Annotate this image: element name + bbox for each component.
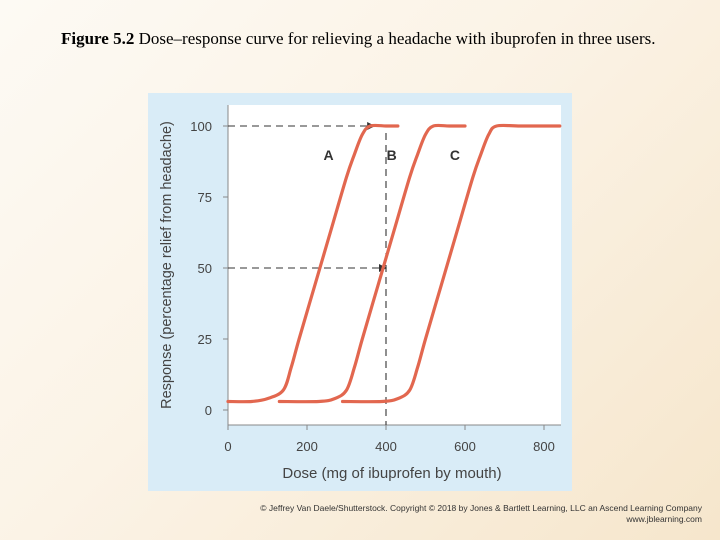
y-tick-label-75: 75: [198, 190, 212, 205]
credit-text: © Jeffrey Van Daele/Shutterstock. Copyri…: [260, 503, 702, 525]
curve-label-A: A: [323, 147, 333, 163]
figure-caption-text: Dose–response curve for relieving a head…: [134, 29, 656, 48]
tick-labels: 0 25 50 75 100 0 200 400 600 800 A B C: [190, 119, 555, 454]
y-tick-label-100: 100: [190, 119, 212, 134]
dose-response-chart: 0 25 50 75 100 0 200 400 600 800 A B C Dose (mg of i…: [159, 105, 562, 482]
curve-C: [340, 123, 562, 404]
curve-label-C: C: [450, 147, 460, 163]
y-tick-label-50: 50: [198, 261, 212, 276]
x-tick-label-800: 800: [533, 439, 555, 454]
website-line: www.jblearning.com: [626, 514, 702, 524]
x-tick-label-400: 400: [375, 439, 397, 454]
curve-label-B: B: [387, 147, 397, 163]
curves: [226, 123, 562, 404]
x-tick-label-0: 0: [224, 439, 231, 454]
guide-lines: [228, 122, 387, 425]
plot-area: [228, 105, 561, 425]
copyright-line: © Jeffrey Van Daele/Shutterstock. Copyri…: [260, 503, 702, 513]
x-tick-label-600: 600: [454, 439, 476, 454]
y-tick-label-0: 0: [205, 403, 212, 418]
curve-A: [226, 123, 400, 404]
curve-B: [277, 123, 467, 404]
y-axis-label: Response (percentage relief from headach…: [159, 121, 175, 409]
figure-label: Figure 5.2: [61, 29, 135, 48]
x-axis-label: Dose (mg of ibuprofen by mouth): [282, 465, 501, 482]
x-tick-label-200: 200: [296, 439, 318, 454]
figure-caption: Figure 5.2 Dose–response curve for relie…: [61, 27, 681, 50]
axes: [223, 105, 561, 430]
y-tick-label-25: 25: [198, 332, 212, 347]
